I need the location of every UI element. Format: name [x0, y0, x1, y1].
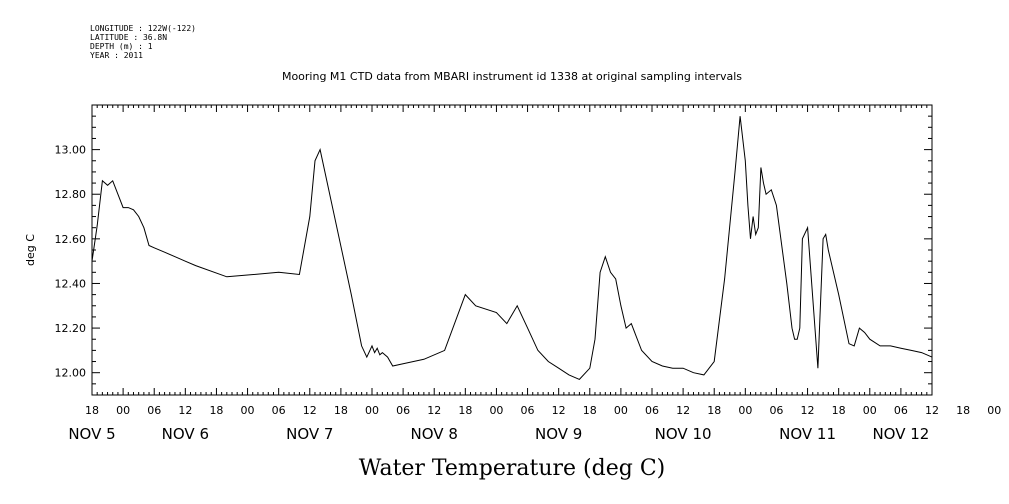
y-axis-label: deg C: [24, 234, 37, 266]
latitude-label: LATITUDE : 36.8N: [90, 33, 167, 42]
x-day-label: NOV 12: [872, 425, 929, 443]
x-day-label: NOV 11: [779, 425, 836, 443]
x-hour-label: 00: [987, 404, 1001, 417]
series-layer: [91, 116, 933, 380]
series-line-0: [91, 116, 933, 380]
depth-label: DEPTH (m) : 1: [90, 42, 153, 51]
x-hour-label: 06: [272, 404, 286, 417]
x-hour-label: 00: [738, 404, 752, 417]
x-hour-label: 06: [396, 404, 410, 417]
x-hour-label: 12: [552, 404, 566, 417]
x-axis-label: Water Temperature (deg C): [359, 456, 666, 481]
y-tick-label: 12.00: [55, 367, 87, 380]
x-hour-label: 12: [925, 404, 939, 417]
longitude-label: LONGITUDE : 122W(-122): [90, 24, 196, 33]
x-hour-label: 12: [427, 404, 441, 417]
x-hour-label: 12: [676, 404, 690, 417]
x-hour-label: 00: [241, 404, 255, 417]
x-day-label: NOV 6: [162, 425, 209, 443]
x-hour-label: 06: [894, 404, 908, 417]
x-day-label: NOV 9: [535, 425, 582, 443]
x-hour-label: 00: [116, 404, 130, 417]
y-tick-label: 12.20: [55, 322, 87, 335]
y-axis-ticks: 12.00 12.20 12.40 12.60 12.80 13.00: [55, 104, 932, 396]
y-tick-label: 12.40: [55, 277, 87, 290]
x-hour-label: 06: [769, 404, 783, 417]
y-tick-label: 12.60: [55, 233, 87, 246]
chart-title: Mooring M1 CTD data from MBARI instrumen…: [282, 70, 742, 83]
x-hour-label: 18: [458, 404, 472, 417]
x-hour-label: 06: [645, 404, 659, 417]
x-hour-label: 18: [707, 404, 721, 417]
x-hour-label: 12: [303, 404, 317, 417]
x-hour-label: 00: [614, 404, 628, 417]
x-hour-label: 18: [334, 404, 348, 417]
y-tick-label: 13.00: [55, 144, 87, 157]
x-hour-label: 00: [365, 404, 379, 417]
x-day-label: NOV 5: [68, 425, 115, 443]
y-tick-label: 12.80: [55, 188, 87, 201]
x-hour-label: 18: [832, 404, 846, 417]
x-hour-label: 06: [521, 404, 535, 417]
x-hour-label: 12: [178, 404, 192, 417]
plot-frame: [91, 104, 933, 396]
x-hour-label: 00: [863, 404, 877, 417]
x-day-label: NOV 7: [286, 425, 333, 443]
x-axis-ticks: 18 00 06 12 18 00 06 12 18 00 06 12 18 00 06 12 18 00 06 12…: [68, 105, 1001, 443]
x-hour-label: 18: [85, 404, 99, 417]
x-day-label: NOV 8: [411, 425, 458, 443]
x-day-label: NOV 10: [655, 425, 712, 443]
x-hour-label: 18: [583, 404, 597, 417]
x-hour-label: 12: [801, 404, 815, 417]
x-hour-label: 00: [489, 404, 503, 417]
x-hour-label: 06: [147, 404, 161, 417]
x-hour-label: 18: [209, 404, 223, 417]
x-hour-label: 18: [956, 404, 970, 417]
year-label: YEAR : 2011: [90, 51, 143, 60]
